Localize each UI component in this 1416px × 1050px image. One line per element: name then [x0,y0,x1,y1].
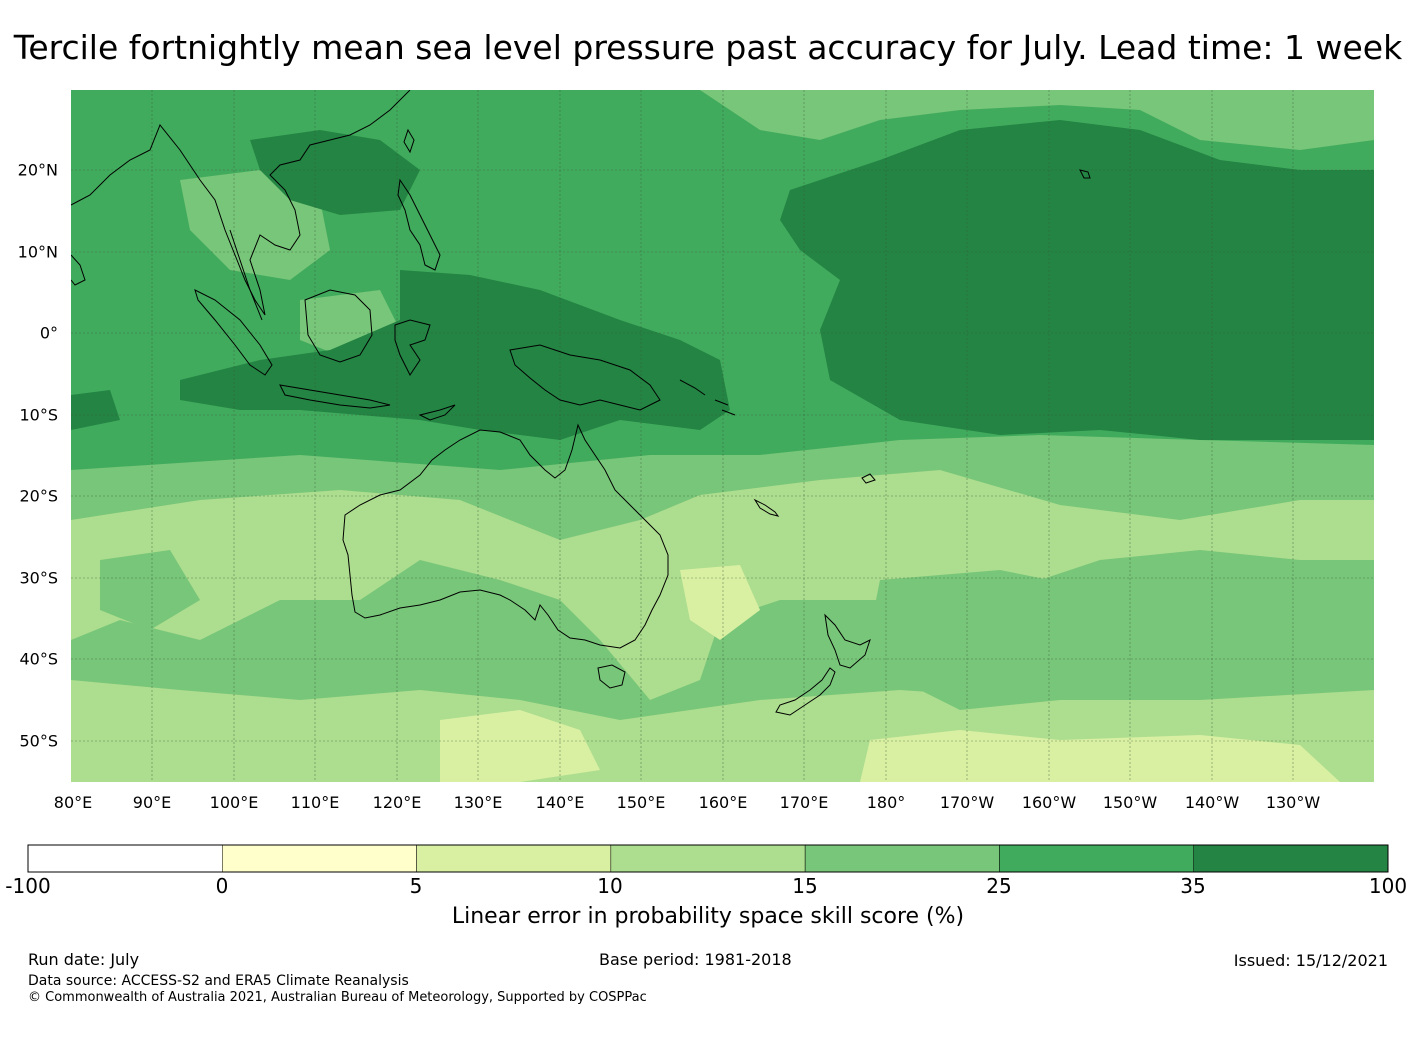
sulawesi-coastline [394,319,431,376]
colorbar-tick: 15 [792,874,818,898]
lon-label: 180° [866,793,906,812]
lat-label: 20°N [17,160,58,180]
new-zealand-south-coastline [775,667,836,716]
malay-peninsula-coastline [229,229,263,321]
fiji-coastline [861,473,876,484]
timor-coastline [418,404,456,421]
tasmania-coastline [597,664,626,689]
lon-label: 120°E [372,793,422,812]
lat-label: 50°S [19,731,58,751]
lon-label: 140°W [1184,793,1240,812]
lat-label: 10°S [19,405,58,425]
lat-label: 40°S [19,649,58,669]
new-caledonia-coastline [753,498,780,517]
skill-zone-north-15-25 [700,90,1374,150]
hawaii-coastline [1079,169,1091,179]
graticule [71,90,1374,782]
lon-label: 140°E [535,793,585,812]
coastlines [71,90,1091,716]
philippines-coastline [397,178,441,271]
lon-label: 150°W [1102,793,1158,812]
solomon-islands-coastline [679,379,736,416]
lon-label: 80°E [53,793,93,812]
skill-zone-35-100-asia [250,130,420,215]
colorbar-tick: 35 [1180,874,1206,898]
java-coastline [279,384,391,409]
colorbar-tick: 100 [1368,874,1408,898]
lat-label: 20°S [19,486,58,506]
lon-label: 130°E [453,793,503,812]
lon-label: 130°W [1265,793,1321,812]
colorbar-tick: 10 [597,874,623,898]
colorbar-label: Linear error in probability space skill … [451,904,965,929]
data-source: Data source: ACCESS-S2 and ERA5 Climate … [28,973,409,989]
copyright: © Commonwealth of Australia 2021, Austra… [28,990,647,1005]
lon-label: 160°E [698,793,748,812]
chart-title: Tercile fortnightly mean sea level press… [13,28,1403,67]
taiwan-coastline [403,128,415,154]
colorbar-tick: 0 [215,874,229,898]
lon-label: 170°W [939,793,995,812]
borneo-coastline [304,289,373,363]
sumatra-coastline [194,289,273,376]
lat-label: 10°N [17,242,58,262]
india-coastline [71,254,86,286]
lon-label: 110°E [290,793,340,812]
colorbar-tick: 25 [986,874,1012,898]
colorbar-tick: 5 [409,874,423,898]
skill-zone-south-15-25b [870,570,1120,710]
skill-zone-south-5-10b [860,730,1340,782]
skill-zone-35-100-west [71,390,120,430]
skill-zone-south-5-10c [680,565,760,640]
lon-label: 160°W [1021,793,1077,812]
skill-zone-35-100-pacific [780,120,1374,440]
australia-coastline [342,423,669,649]
lon-label: 170°E [779,793,829,812]
skill-zone-35-100-maritime [180,270,730,440]
lon-label: 150°E [616,793,666,812]
lat-label: 0° [39,323,58,343]
base-period: Base period: 1981-2018 [599,950,792,969]
asia-mainland-coastline [71,90,411,316]
lon-label: 90°E [132,793,172,812]
skill-zone-south-15-25c [100,550,200,630]
new-zealand-north-coastline [824,613,871,669]
colorbar-tick: -100 [5,874,51,898]
issued-date: Issued: 15/12/2021 [1233,951,1388,970]
lon-label: 100°E [209,793,259,812]
run-date: Run date: July [28,950,140,969]
new-guinea-coastline [509,344,661,411]
lat-label: 30°S [19,568,58,588]
